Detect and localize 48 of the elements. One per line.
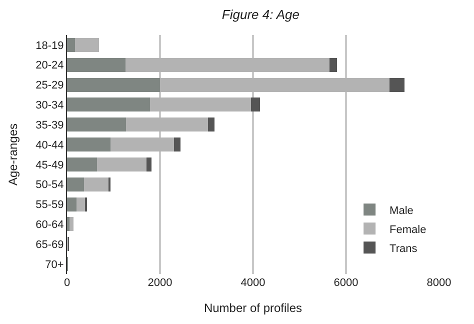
bar <box>67 58 126 72</box>
bar <box>67 197 76 212</box>
bar <box>67 118 126 132</box>
y-tick-label: 35-39 <box>36 119 64 132</box>
y-tick-label: 50-54 <box>36 179 64 192</box>
bar <box>76 197 86 212</box>
bar <box>110 138 174 152</box>
legend-label: Male <box>390 204 414 217</box>
x-axis-title: Number of profiles <box>204 300 302 315</box>
bar <box>67 98 150 112</box>
bar <box>208 118 214 132</box>
bar <box>160 78 390 92</box>
bar <box>330 58 338 72</box>
x-tick-label: 6000 <box>334 277 358 289</box>
y-tick-label: 30-34 <box>36 100 64 112</box>
bar <box>150 98 252 112</box>
bar <box>251 98 260 112</box>
y-tick-label: 18-19 <box>36 40 64 52</box>
x-tick-label: 4000 <box>240 277 266 289</box>
bar <box>174 138 180 152</box>
y-tick-label: 55-59 <box>36 199 64 212</box>
x-tick-label: 0 <box>64 277 70 289</box>
bar <box>126 118 208 132</box>
bar <box>84 177 108 192</box>
bar <box>74 38 100 52</box>
legend-label: Female <box>390 224 426 236</box>
y-tick-label: 70+ <box>45 258 64 271</box>
y-tick-label: 65-69 <box>36 238 64 251</box>
bar <box>67 78 160 92</box>
y-tick-label: 40-44 <box>36 139 64 152</box>
y-tick-label: 25-29 <box>36 80 64 92</box>
chart-title: Figure 4: Age <box>222 6 300 22</box>
x-tick-label: 8000 <box>426 277 452 289</box>
bar <box>67 177 84 192</box>
bar <box>67 138 110 152</box>
bar <box>146 157 152 172</box>
legend-label: Trans <box>390 242 418 255</box>
y-tick-label: 20-24 <box>36 60 64 72</box>
bar <box>390 78 405 92</box>
y-tick-label: 60-64 <box>36 219 64 232</box>
bar <box>67 38 75 52</box>
x-tick-label: 2000 <box>148 277 172 289</box>
bar <box>69 217 74 232</box>
bar <box>96 157 147 172</box>
bar <box>126 58 330 72</box>
bar <box>67 157 97 172</box>
y-axis-title: Age-ranges <box>6 123 20 186</box>
y-tick-label: 45-49 <box>36 159 64 172</box>
